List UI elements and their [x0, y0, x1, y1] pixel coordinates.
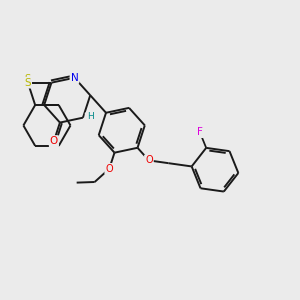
Text: F: F	[197, 127, 203, 137]
Text: O: O	[105, 164, 113, 174]
Text: O: O	[145, 155, 153, 165]
Text: S: S	[25, 74, 31, 84]
Text: F: F	[197, 127, 203, 137]
Text: O: O	[105, 164, 113, 174]
Text: O: O	[145, 155, 153, 165]
Text: O: O	[50, 136, 58, 146]
Text: N: N	[70, 73, 78, 83]
Text: H: H	[87, 112, 94, 121]
Text: N: N	[70, 73, 78, 83]
Text: O: O	[50, 136, 58, 146]
Text: H: H	[85, 113, 92, 122]
Text: S: S	[25, 78, 31, 88]
